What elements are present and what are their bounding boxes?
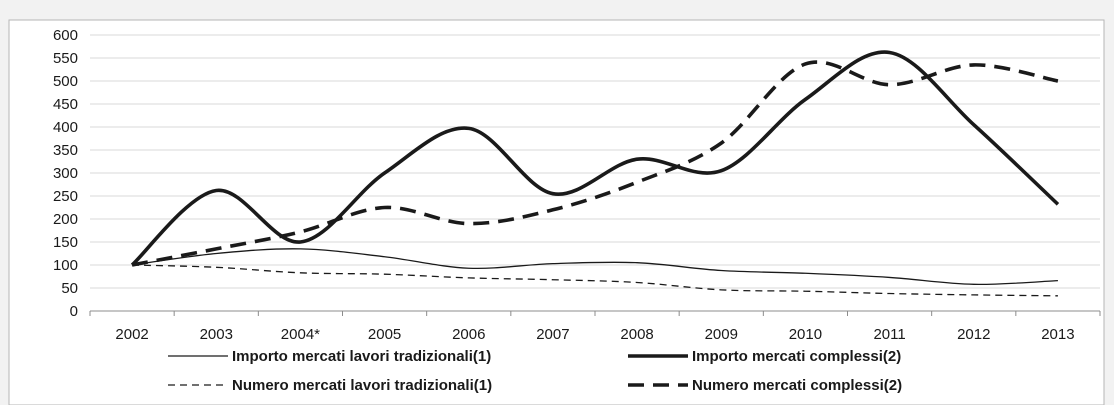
x-tick-label: 2005 [368, 326, 401, 343]
y-tick-label: 350 [53, 142, 78, 159]
x-tick-label: 2012 [957, 326, 990, 343]
y-tick-label: 100 [53, 257, 78, 274]
plot-frame [8, 19, 1105, 405]
y-tick-label: 200 [53, 211, 78, 228]
y-tick-label: 300 [53, 165, 78, 182]
legend: Importo mercati lavori tradizionali(1) Im… [168, 348, 902, 394]
y-tick-label: 400 [53, 119, 78, 136]
series-lines [130, 50, 1060, 297]
x-tick-label: 2010 [789, 326, 822, 343]
x-tick-label: 2011 [873, 326, 905, 343]
x-tick-label: 2006 [452, 326, 485, 343]
series-line-1 [131, 248, 1058, 286]
x-tick-label: 2009 [705, 326, 738, 343]
y-tick-label: 250 [53, 188, 78, 205]
x-tick-label: 2007 [536, 326, 569, 343]
y-tick-label: 600 [53, 27, 78, 44]
x-tick-label: 2013 [1041, 326, 1074, 343]
legend-label: Importo mercati complessi(2) [692, 348, 901, 365]
axes: 0 50 100 150 200 250 300 350 400 450 500 550 600 2002… [53, 27, 1101, 343]
y-tick-label: 550 [53, 50, 78, 67]
legend-label: Numero mercati lavori tradizionali(1) [232, 377, 492, 394]
y-tick-label: 450 [53, 96, 78, 113]
series-line-3 [132, 264, 1058, 297]
y-tick-label: 500 [53, 73, 78, 90]
x-tick-label: 2002 [115, 326, 148, 343]
y-tick-label: 50 [61, 280, 78, 297]
legend-label: Importo mercati lavori tradizionali(1) [232, 348, 491, 365]
series-line-2 [130, 50, 1060, 267]
y-tick-label: 150 [53, 234, 78, 251]
y-tick-label: 0 [70, 303, 78, 320]
legend-label: Numero mercati complessi(2) [692, 377, 902, 394]
x-tick-label: 2003 [200, 326, 233, 343]
x-tick-label: 2008 [620, 326, 653, 343]
x-tick-label: 2004* [281, 326, 320, 343]
series-line-4 [131, 60, 1059, 267]
